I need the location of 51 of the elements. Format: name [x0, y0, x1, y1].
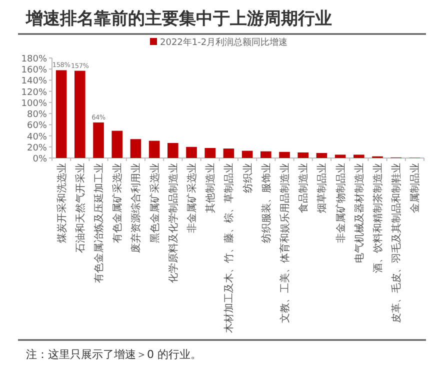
bar: [93, 122, 104, 158]
bar: [223, 148, 234, 158]
x-tick-label: 烟草制品业: [316, 163, 328, 213]
x-tick-label: 废弃资源综合利用业: [130, 163, 142, 253]
x-tick-label: 黑色金属矿采选业: [148, 163, 161, 243]
y-tick-label: 180%: [21, 54, 48, 64]
title: 增速排名靠前的主要集中于上游周期行业: [26, 9, 332, 29]
bar: [148, 140, 160, 158]
bar: [74, 70, 86, 158]
y-tick-label: 60%: [26, 121, 48, 132]
bar: [242, 150, 253, 158]
x-tick-label: 纺织服装、服饰业: [260, 163, 272, 243]
x-tick-label: 酒、饮料和精制茶制造业: [372, 163, 384, 273]
x-tick-label: 食品制造业: [298, 163, 310, 213]
bar: [279, 152, 290, 158]
y-tick-label: 120%: [21, 88, 48, 98]
y-tick-label: 40%: [26, 132, 48, 142]
bar: [260, 151, 272, 158]
x-tick-label: 化学原料及化学制品制造业: [167, 163, 180, 283]
bar: [56, 70, 67, 158]
x-tick-label: 非金属矿采选业: [186, 163, 198, 233]
bar: [112, 130, 122, 158]
x-tick-label: 煤炭开采和洗选业: [56, 163, 68, 243]
y-tick-label: 100%: [21, 98, 48, 109]
y-tick-label: 80%: [26, 110, 48, 120]
x-tick-label: 其他制造业: [204, 163, 217, 213]
bar: [204, 148, 216, 158]
bar: [316, 153, 328, 158]
y-tick-label: 20%: [26, 143, 48, 154]
legend: 2022年1-2月利润总额同比增速: [150, 38, 288, 48]
y-tick-label: 160%: [21, 66, 48, 76]
x-tick-label: 皮革、毛皮、羽毛及其制品和制鞋业: [390, 163, 403, 323]
x-tick-label: 金属制品业: [409, 163, 422, 213]
text: 注：这里只展示了增速＞0 的行业。: [26, 348, 202, 361]
x-tick-label: 非金属矿物制品业: [334, 163, 347, 243]
x-tick-label: 木材加工及木、竹、藤、棕、草制品业: [223, 163, 236, 333]
y-tick-label: 140%: [21, 76, 48, 87]
x-tick-label: 石油和天然气开采业: [74, 163, 86, 253]
legend-label: 2022年1-2月利润总额同比增速: [160, 37, 288, 48]
y-tick-label: 0%: [32, 154, 48, 164]
bar: [168, 143, 178, 158]
bar: [298, 152, 308, 158]
bar: [334, 154, 346, 158]
bar: [186, 146, 197, 158]
bar: [354, 154, 364, 158]
x-tick-label: 文教、工美、体育和娱乐用品制造业: [279, 163, 291, 323]
x-tick-label: 有色金属矿采选业: [112, 163, 124, 243]
x-tick-label: 电气机械及器材制造业: [353, 163, 366, 263]
x-tick-label: 有色金属冶炼及压延加工业: [93, 163, 105, 283]
bar: [130, 139, 142, 158]
x-tick-label: 纺织业: [242, 163, 254, 193]
